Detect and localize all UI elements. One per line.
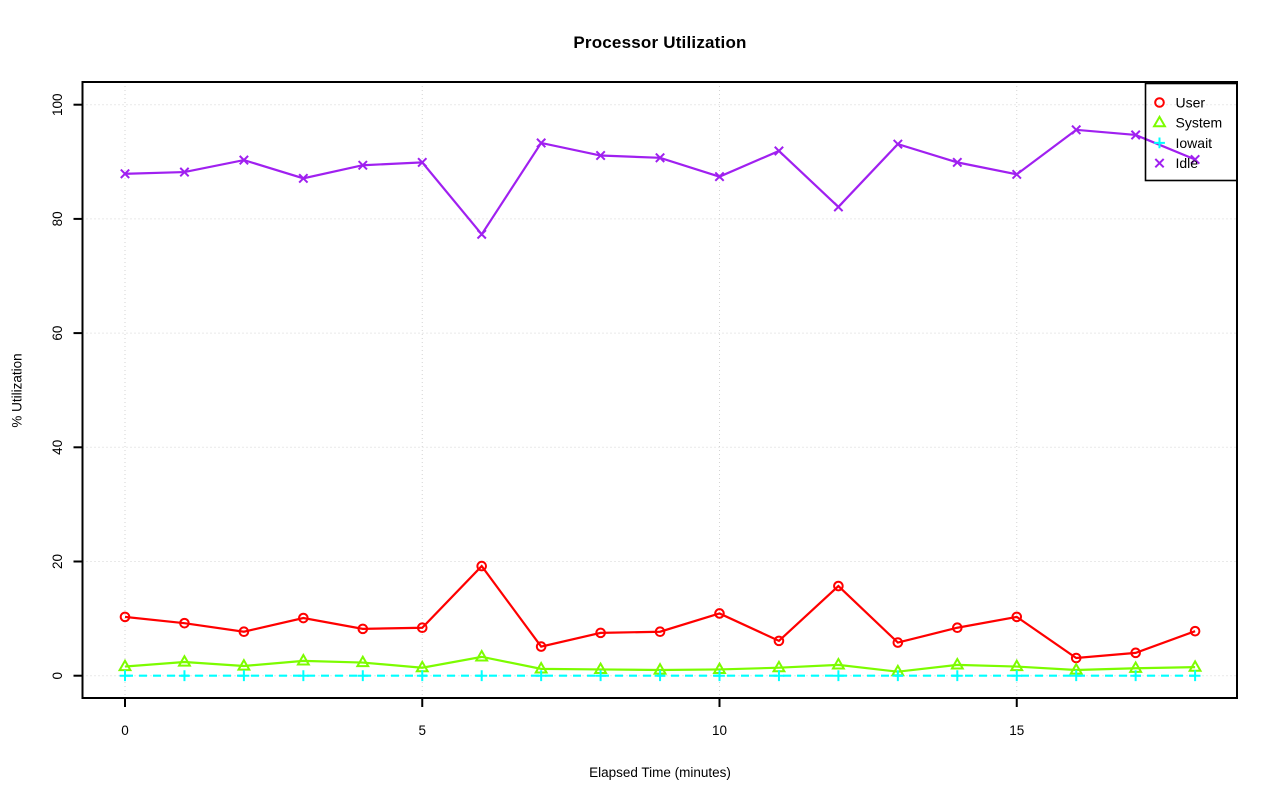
user-marker	[1011, 611, 1023, 623]
idle-marker	[892, 139, 903, 150]
iowait-marker	[951, 670, 963, 682]
idle-marker	[595, 150, 606, 161]
system-marker	[296, 653, 311, 666]
idle-marker	[417, 157, 428, 168]
user-marker	[714, 608, 725, 619]
legend-box	[1144, 82, 1238, 182]
iowait-marker	[357, 670, 369, 682]
iowait-marker	[1154, 137, 1165, 149]
user-marker	[892, 637, 904, 648]
idle-marker	[298, 173, 309, 184]
y-tick-label: 60	[50, 326, 65, 341]
legend-label-system: System	[1176, 115, 1223, 131]
idle-marker	[1190, 154, 1201, 165]
system-marker	[950, 657, 965, 670]
iowait-marker	[179, 670, 190, 682]
iowait-marker	[476, 670, 488, 682]
iowait-marker	[833, 670, 844, 682]
idle-marker	[179, 167, 190, 177]
legend-label-iowait: Iowait	[1176, 135, 1213, 151]
user-marker	[357, 623, 369, 635]
idle-marker	[476, 229, 487, 240]
idle-marker	[952, 157, 963, 168]
user-marker	[179, 617, 190, 629]
y-tick-label: 80	[50, 211, 65, 226]
iowait-marker	[119, 670, 131, 682]
system-marker	[474, 649, 489, 662]
user-marker	[773, 635, 785, 647]
system-marker	[1009, 658, 1024, 672]
iowait-marker	[595, 670, 606, 682]
y-tick-label: 20	[50, 554, 65, 569]
idle-marker	[774, 146, 784, 156]
x-tick-label: 0	[121, 723, 129, 738]
y-axis-title: % Utilization	[9, 353, 25, 428]
iowait-marker	[297, 670, 309, 682]
user-marker	[476, 560, 488, 572]
idle-marker	[1071, 124, 1082, 135]
legend-label-idle: Idle	[1176, 155, 1199, 171]
idle-marker	[1130, 130, 1141, 140]
x-axis-title: Elapsed Time (minutes)	[589, 765, 731, 780]
idle-marker	[655, 152, 665, 163]
y-tick-label: 100	[50, 93, 65, 116]
idle-marker	[1011, 169, 1022, 180]
user-line	[124, 564, 1196, 660]
legend-label-user: User	[1176, 95, 1206, 111]
idle-marker	[238, 155, 249, 165]
iowait-marker	[1070, 670, 1082, 682]
iowait-marker	[654, 670, 666, 682]
x-tick-label: 5	[418, 723, 426, 738]
system-marker	[236, 658, 252, 671]
x-tick-label: 15	[1009, 723, 1024, 738]
x-tick-label: 10	[712, 723, 727, 738]
idle-marker	[833, 202, 844, 212]
idle-marker	[357, 160, 368, 171]
system-marker	[177, 654, 192, 667]
user-marker	[1130, 647, 1141, 659]
idle-marker	[714, 171, 725, 182]
idle-marker	[1154, 158, 1165, 169]
user-marker	[298, 612, 309, 624]
iowait-marker	[773, 670, 785, 682]
user-marker	[595, 627, 606, 639]
iowait-marker	[892, 670, 904, 682]
iowait-marker	[416, 670, 428, 682]
system-marker	[355, 654, 370, 668]
user-marker	[1154, 97, 1165, 108]
system-marker	[1187, 659, 1203, 672]
iowait-marker	[535, 670, 547, 682]
iowait-marker	[1130, 670, 1142, 682]
user-marker	[416, 622, 428, 634]
idle-marker	[536, 138, 547, 148]
user-marker	[833, 580, 844, 592]
user-marker	[952, 622, 963, 634]
iowait-marker	[714, 670, 725, 682]
user-marker	[1189, 625, 1201, 637]
system-marker	[117, 658, 133, 672]
iowait-marker	[238, 670, 250, 682]
user-marker	[654, 626, 666, 638]
system-line	[124, 655, 1196, 673]
system-marker	[831, 657, 846, 670]
y-tick-label: 0	[50, 672, 65, 680]
iowait-marker	[1011, 670, 1023, 682]
idle-marker	[120, 168, 130, 179]
y-tick-label: 40	[50, 440, 65, 455]
iowait-marker	[1189, 670, 1201, 682]
system-marker	[1152, 114, 1167, 128]
user-marker	[535, 641, 547, 652]
user-marker	[119, 611, 131, 623]
plot-border	[81, 81, 1238, 699]
user-marker	[238, 626, 250, 638]
chart-title: Processor Utilization	[573, 33, 747, 52]
